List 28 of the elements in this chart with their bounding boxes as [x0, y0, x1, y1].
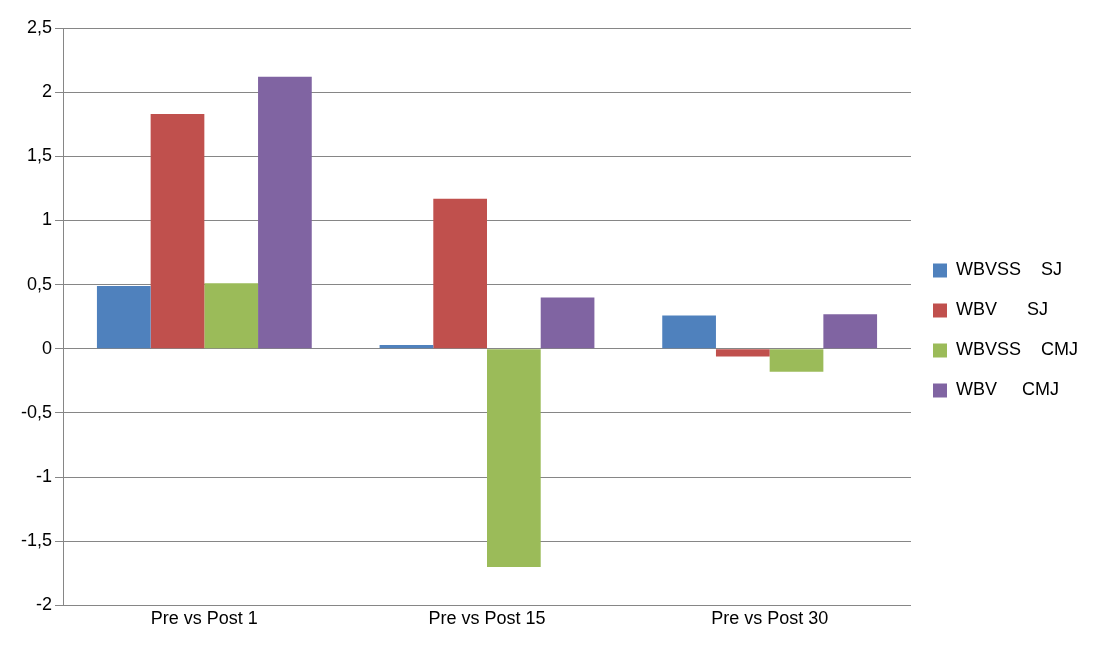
y-tick-label: 1,5 [26, 145, 53, 166]
y-tick-label: 0,5 [26, 273, 53, 294]
y-tick-label: 1 [42, 209, 53, 230]
y-tick-label: 2,5 [26, 16, 53, 37]
bar [715, 349, 770, 357]
y-tick-label: -1,5 [20, 530, 53, 551]
x-tick-label: Pre vs Post 15 [428, 608, 546, 629]
legend-label: WBVSS CMJ [955, 339, 1079, 360]
bar [433, 198, 487, 349]
bar [150, 113, 205, 349]
legend-label: WBV CMJ [955, 379, 1059, 400]
bar [662, 315, 716, 349]
y-tick-label: 2 [42, 81, 53, 102]
y-tick-label: -2 [36, 594, 53, 615]
bar [823, 314, 878, 349]
bar [204, 283, 259, 349]
bar [487, 349, 541, 567]
y-tick-label: -0,5 [20, 401, 53, 422]
bar [258, 76, 312, 349]
bar [96, 285, 151, 349]
y-tick-label: -1 [36, 466, 53, 487]
x-tick-label: Pre vs Post 30 [711, 608, 829, 629]
legend-label: WBVSS SJ [955, 259, 1063, 280]
bar [769, 349, 824, 372]
x-tick-label: Pre vs Post 1 [150, 608, 258, 629]
bar [540, 297, 595, 349]
legend-label: WBV SJ [955, 299, 1049, 320]
y-tick-label: 0 [42, 337, 53, 358]
